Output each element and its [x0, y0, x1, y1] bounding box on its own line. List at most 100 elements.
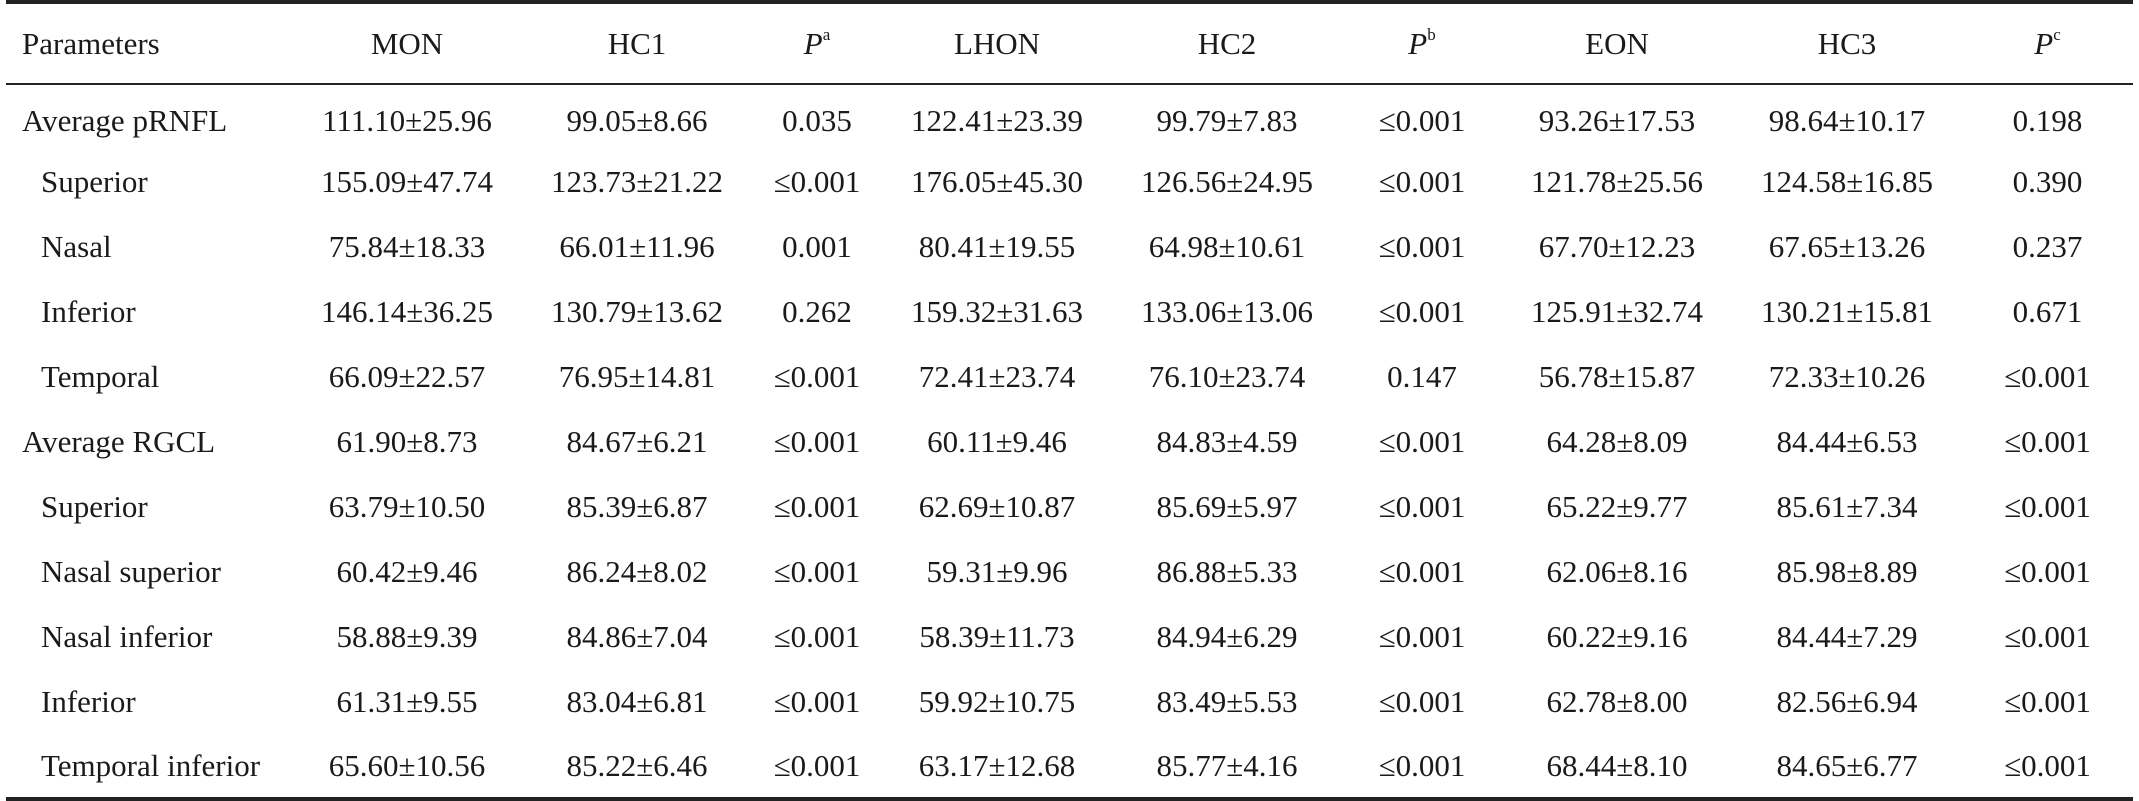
cell-hc1: 83.04±6.81: [566, 683, 708, 719]
header-p-c-base: P: [2034, 26, 2054, 61]
cell-p-b: ≤0.001: [1378, 618, 1466, 654]
cell-p-c: ≤0.001: [2004, 358, 2091, 394]
cell-hc2: 64.98±10.61: [1148, 228, 1306, 264]
header-hc1: HC1: [522, 0, 752, 85]
row-parameter-name: Nasal: [41, 228, 112, 264]
cell-p-c: ≤0.001: [2004, 423, 2091, 459]
cell-hc1: 86.24±8.02: [566, 553, 708, 589]
cell-eon: 68.44±8.10: [1502, 734, 1732, 801]
header-p-b: Pb: [1342, 0, 1502, 85]
row-parameter-name: Inferior: [41, 293, 136, 329]
table-row: Superior 155.09±47.74 123.73±21.22 ≤0.00…: [6, 149, 2133, 214]
cell-hc3: 84.44±6.53: [1776, 423, 1918, 459]
cell-eon: 93.26±17.53: [1538, 103, 1696, 138]
cell-hc2: 76.10±23.74: [1148, 358, 1306, 394]
cell-eon: 125.91±32.74: [1530, 293, 1703, 329]
cell-hc3: 85.61±7.34: [1776, 488, 1918, 524]
cell-p-b: ≤0.001: [1378, 423, 1466, 459]
cell-eon: 60.22±9.16: [1546, 618, 1688, 654]
cell-p-a: ≤0.001: [773, 618, 861, 654]
table-row: Nasal 75.84±18.33 66.01±11.96 0.001 80.4…: [6, 214, 2133, 279]
cell-hc2: 133.06±13.06: [1140, 293, 1313, 329]
cell-p-c: ≤0.001: [2004, 618, 2091, 654]
cell-mon: 66.09±22.57: [328, 358, 486, 394]
table-row: Temporal inferior 65.60±10.56 85.22±6.46…: [6, 734, 2133, 801]
cell-hc1: 130.79±13.62: [550, 293, 723, 329]
cell-mon: 75.84±18.33: [328, 228, 486, 264]
cell-p-a: ≤0.001: [773, 488, 861, 524]
cell-p-c: 0.671: [2012, 293, 2083, 329]
cell-p-b: ≤0.001: [1378, 553, 1466, 589]
cell-p-b: ≤0.001: [1378, 103, 1466, 138]
cell-hc3: 82.56±6.94: [1776, 683, 1918, 719]
table-row: Average pRNFL 111.10±25.96 99.05±8.66 0.…: [6, 84, 2133, 149]
cell-mon: 155.09±47.74: [320, 163, 493, 199]
header-p-b-base: P: [1408, 26, 1428, 61]
cell-mon: 111.10±25.96: [322, 103, 492, 138]
header-p-a-superscript: a: [822, 25, 831, 44]
table-header: Parameters MON HC1 Pa LHON HC2 Pb EON HC…: [6, 0, 2133, 85]
header-hc3: HC3: [1732, 0, 1962, 85]
cell-p-c: ≤0.001: [2004, 553, 2091, 589]
header-mon: MON: [292, 0, 522, 85]
table-row: Inferior 61.31±9.55 83.04±6.81 ≤0.001 59…: [6, 669, 2133, 734]
cell-p-b: ≤0.001: [1378, 488, 1466, 524]
cell-mon: 63.79±10.50: [328, 488, 486, 524]
cell-hc2: 84.94±6.29: [1156, 618, 1298, 654]
cell-eon: 67.70±12.23: [1538, 228, 1696, 264]
cell-p-a: ≤0.001: [773, 553, 861, 589]
cell-lhon: 122.41±23.39: [910, 103, 1083, 138]
cell-p-a: 0.001: [782, 228, 852, 264]
header-eon: EON: [1502, 0, 1732, 85]
cell-p-a: ≤0.001: [773, 163, 861, 199]
cell-lhon: 159.32±31.63: [910, 293, 1083, 329]
header-p-a-base: P: [803, 26, 823, 61]
cell-p-c: ≤0.001: [2004, 488, 2091, 524]
cell-p-b: ≤0.001: [1378, 293, 1466, 329]
row-parameter-name: Average RGCL: [22, 423, 216, 459]
cell-hc2: 84.83±4.59: [1156, 423, 1298, 459]
cell-hc2: 85.77±4.16: [1112, 734, 1342, 801]
row-parameter-name: Superior: [41, 488, 148, 524]
cell-hc1: 99.05±8.66: [566, 103, 708, 138]
cell-p-c: ≤0.001: [2004, 683, 2091, 719]
header-lhon: LHON: [882, 0, 1112, 85]
table-row: Average RGCL 61.90±8.73 84.67±6.21 ≤0.00…: [6, 409, 2133, 474]
cell-p-c: ≤0.001: [1962, 734, 2133, 801]
cell-p-c: 0.237: [2012, 228, 2083, 264]
header-p-c: Pc: [1962, 0, 2133, 85]
cell-lhon: 176.05±45.30: [910, 163, 1083, 199]
table-row: Temporal 66.09±22.57 76.95±14.81 ≤0.001 …: [6, 344, 2133, 409]
cell-hc1: 84.67±6.21: [566, 423, 708, 459]
cell-hc3: 72.33±10.26: [1768, 358, 1926, 394]
cell-lhon: 72.41±23.74: [918, 358, 1076, 394]
cell-hc1: 123.73±21.22: [550, 163, 723, 199]
header-p-c-superscript: c: [2053, 25, 2061, 44]
header-parameters: Parameters: [6, 0, 292, 85]
cell-lhon: 62.69±10.87: [918, 488, 1076, 524]
cell-p-b: ≤0.001: [1378, 163, 1466, 199]
cell-eon: 64.28±8.09: [1546, 423, 1688, 459]
cell-hc2: 85.69±5.97: [1156, 488, 1298, 524]
row-parameter-name: Temporal: [41, 358, 160, 394]
cell-hc1: 85.22±6.46: [522, 734, 752, 801]
cell-mon: 60.42±9.46: [336, 553, 478, 589]
cell-lhon: 60.11±9.46: [927, 423, 1067, 459]
cell-eon: 62.06±8.16: [1546, 553, 1688, 589]
cell-p-a: 0.262: [782, 293, 852, 329]
row-parameter-name: Average pRNFL: [22, 103, 228, 138]
table-row: Inferior 146.14±36.25 130.79±13.62 0.262…: [6, 279, 2133, 344]
cell-lhon: 63.17±12.68: [882, 734, 1112, 801]
row-parameter-name: Nasal superior: [41, 553, 221, 589]
cell-lhon: 59.31±9.96: [926, 553, 1068, 589]
row-parameter-name: Inferior: [41, 683, 136, 719]
cell-p-b: ≤0.001: [1378, 228, 1466, 264]
cell-hc3: 67.65±13.26: [1768, 228, 1926, 264]
row-parameter-name: Temporal inferior: [6, 734, 292, 801]
header-p-a: Pa: [752, 0, 882, 85]
cell-p-a: ≤0.001: [773, 683, 861, 719]
table-row: Superior 63.79±10.50 85.39±6.87 ≤0.001 6…: [6, 474, 2133, 539]
cell-hc3: 84.44±7.29: [1776, 618, 1918, 654]
cell-eon: 121.78±25.56: [1530, 163, 1703, 199]
cell-hc2: 126.56±24.95: [1140, 163, 1313, 199]
